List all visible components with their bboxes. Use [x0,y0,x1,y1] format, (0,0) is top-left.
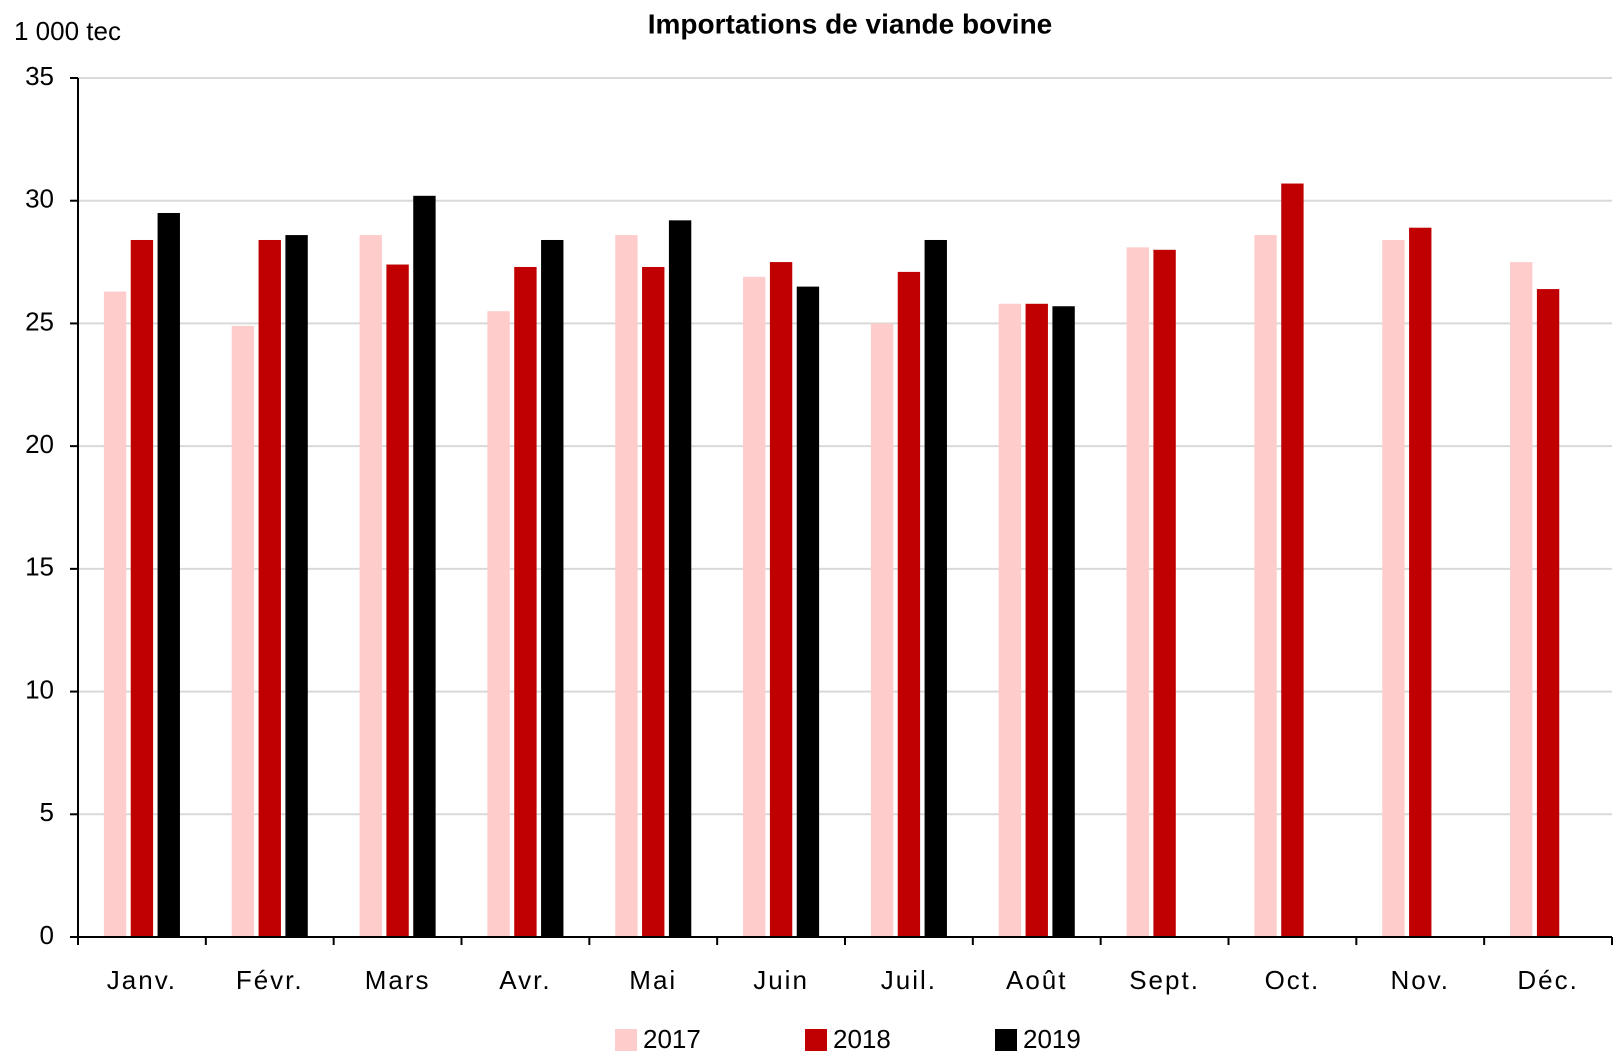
bar [413,195,436,937]
bar [1536,289,1560,937]
bar [541,239,564,938]
x-tick-label: Sept. [1129,965,1200,995]
x-tick-label: Oct. [1265,965,1321,995]
y-tick-label: 10 [25,674,54,704]
bar [1025,303,1048,937]
x-tick-label: Juin [753,965,809,995]
bar [769,262,793,938]
x-tick-label: Juil. [881,965,937,995]
legend-swatch [615,1029,637,1051]
bar [130,239,154,938]
x-tick-label: Mars [365,965,431,995]
x-tick-label: Déc. [1517,965,1578,995]
x-tick-label: Août [1006,965,1068,995]
x-tick-label: Févr. [236,965,304,995]
bar [386,264,409,937]
legend-label: 2017 [643,1024,701,1054]
chart-title: Importations de viande bovine [648,8,1053,39]
y-tick-label: 5 [40,797,54,827]
bar [1254,235,1277,937]
bar [258,239,281,938]
y-unit: 1 000 tec [14,16,121,46]
bar [1153,249,1176,938]
bar [924,239,947,938]
bar [1409,227,1432,937]
bar [796,286,820,938]
y-tick-label: 15 [25,552,54,582]
y-tick-label: 25 [25,306,54,336]
bar [1510,262,1533,938]
y-tick-label: 20 [25,429,54,459]
bar [231,325,255,938]
bar [1052,306,1075,938]
bar [897,271,921,938]
y-tick-label: 30 [25,184,54,214]
bar [359,235,382,937]
bar [103,291,127,938]
legend-label: 2018 [833,1024,891,1054]
x-tick-label: Janv. [107,965,177,995]
legend-swatch [995,1029,1017,1051]
x-tick-label: Nov. [1390,965,1450,995]
bar [514,266,537,938]
legend-label: 2019 [1023,1024,1081,1054]
bar [615,235,638,937]
bar [1382,239,1405,938]
bar [743,276,766,938]
bar [285,235,308,937]
bar [157,212,180,937]
y-tick-label: 0 [40,920,54,950]
bar [487,311,510,938]
x-tick-label: Avr. [499,965,551,995]
x-tick-label: Mai [629,965,677,995]
bar [998,303,1022,937]
legend-swatch [805,1029,827,1051]
bar [1281,183,1304,937]
bar [870,323,894,937]
bar [1126,247,1149,938]
bar [642,266,665,938]
bar [668,220,692,937]
y-tick-label: 35 [25,61,54,91]
